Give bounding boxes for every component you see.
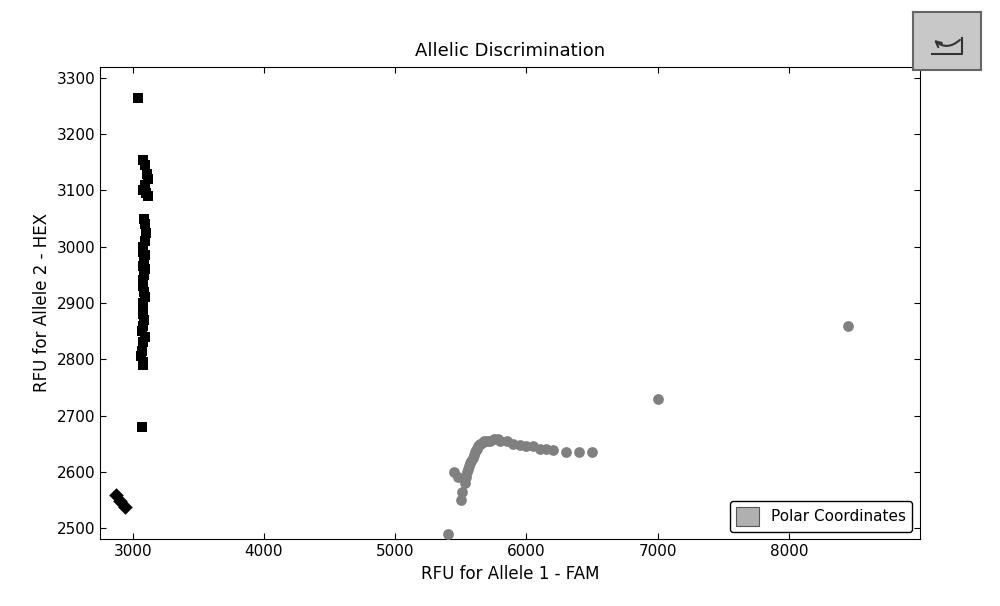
Point (134, 346, 150, 356)
Point (492, 436, 508, 446)
Point (482, 436, 498, 446)
Point (499, 436, 515, 446)
Point (135, 310, 151, 319)
X-axis label: RFU for Allele 1 - FAM: RFU for Allele 1 - FAM (421, 565, 599, 583)
Point (505, 439, 521, 448)
Point (457, 478, 473, 488)
Point (137, 250, 153, 260)
Point (450, 473, 466, 482)
Point (138, 188, 154, 198)
Point (461, 461, 477, 471)
Legend: Polar Coordinates: Polar Coordinates (730, 501, 912, 531)
Point (135, 360, 151, 370)
Point (138, 228, 154, 238)
Point (137, 219, 153, 229)
Point (135, 247, 151, 257)
Point (472, 439, 488, 448)
Point (117, 502, 133, 511)
Point (135, 155, 151, 164)
Point (466, 450, 482, 460)
Y-axis label: RFU for Allele 2 - HEX: RFU for Allele 2 - HEX (33, 213, 51, 393)
Point (558, 447, 574, 457)
Point (135, 242, 151, 251)
Point (137, 180, 153, 190)
Point (650, 394, 666, 404)
Point (584, 447, 600, 457)
Point (135, 262, 151, 271)
Point (840, 321, 856, 330)
Point (136, 287, 152, 296)
Point (139, 168, 155, 178)
Point (136, 270, 152, 280)
Point (134, 422, 150, 431)
FancyArrowPatch shape (936, 40, 960, 47)
Point (465, 453, 481, 462)
Point (137, 332, 153, 342)
Point (545, 445, 561, 455)
Point (135, 321, 151, 330)
Point (135, 281, 151, 291)
Point (137, 293, 153, 302)
Point (137, 264, 153, 274)
Point (512, 440, 528, 450)
Point (479, 436, 495, 446)
Point (454, 487, 470, 496)
Point (134, 326, 150, 336)
Point (486, 435, 502, 444)
Point (467, 447, 483, 457)
Title: Allelic Discrimination: Allelic Discrimination (415, 42, 605, 59)
Point (108, 491, 124, 501)
Point (525, 442, 541, 451)
Point (440, 529, 456, 539)
Point (468, 445, 484, 455)
Point (136, 256, 152, 265)
Point (135, 301, 151, 311)
Point (571, 447, 587, 457)
Point (133, 351, 149, 361)
Point (470, 442, 486, 451)
Point (135, 338, 151, 347)
Point (136, 214, 152, 224)
Point (490, 435, 506, 444)
Point (460, 464, 476, 474)
Point (538, 444, 554, 454)
Point (476, 436, 492, 446)
Point (135, 185, 151, 195)
Point (474, 438, 490, 447)
Point (459, 467, 475, 477)
Point (130, 93, 146, 102)
Point (446, 467, 462, 477)
Point (135, 276, 151, 285)
Point (137, 160, 153, 170)
Point (140, 191, 156, 201)
Point (453, 495, 469, 505)
Point (135, 298, 151, 308)
Point (518, 442, 534, 451)
Point (112, 496, 128, 506)
Point (471, 440, 487, 450)
Point (140, 175, 156, 184)
Point (135, 358, 151, 367)
Point (463, 456, 479, 465)
Point (532, 444, 548, 454)
Point (136, 315, 152, 325)
Point (462, 459, 478, 468)
Point (137, 236, 153, 246)
Point (469, 444, 485, 454)
Point (458, 473, 474, 482)
